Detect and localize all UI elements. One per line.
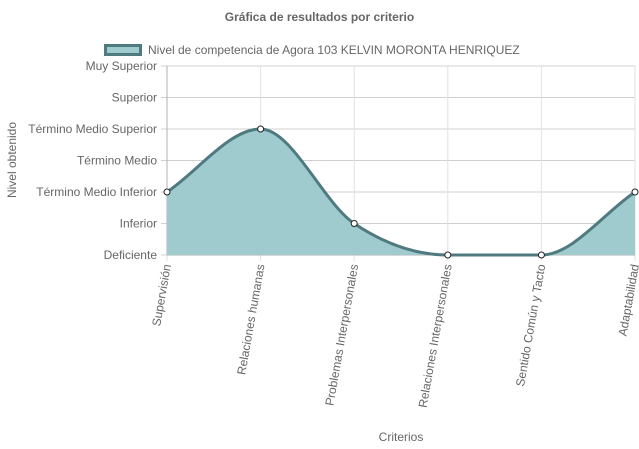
data-point[interactable] (537, 251, 545, 259)
y-axis-label: Nivel obtenido (5, 121, 19, 199)
y-tick-label: Término Medio (77, 154, 157, 168)
y-tick-label: Muy Superior (86, 59, 157, 73)
series-fill (167, 129, 635, 255)
x-tick-label: Sentido Común y Tacto (513, 263, 548, 388)
data-point[interactable] (350, 220, 358, 227)
x-tick-label: Relaciones humanas (234, 263, 267, 376)
data-point[interactable] (257, 125, 265, 133)
y-tick-label: Inferior (120, 217, 157, 231)
data-point[interactable] (163, 188, 171, 196)
y-tick-label: Término Medio Superior (28, 122, 157, 136)
data-point[interactable] (631, 188, 639, 196)
data-point[interactable] (444, 251, 452, 259)
x-axis-label: Criterios (378, 430, 424, 444)
data-points (163, 125, 639, 259)
y-tick-label: Deficiente (104, 248, 158, 262)
chart-title: Gráfica de resultados por criterio (224, 10, 415, 24)
x-tick-label: Adaptabilidad (616, 263, 639, 337)
y-tick-label: Término Medio Inferior (36, 185, 157, 199)
legend[interactable]: Nivel de competencia de Agora 103 KELVIN… (104, 42, 520, 58)
series-area (166, 127, 636, 257)
legend-swatch (104, 44, 142, 56)
legend-label: Nivel de competencia de Agora 103 KELVIN… (148, 43, 520, 57)
grid (161, 65, 636, 261)
x-tick-label: Relaciones Interpersonales (416, 263, 455, 409)
y-tick-label: Superior (112, 91, 157, 105)
x-tick-label: Problemas Interpersonales (322, 263, 361, 407)
x-tick-label: Supervisión (149, 263, 174, 327)
series-line (166, 127, 636, 257)
